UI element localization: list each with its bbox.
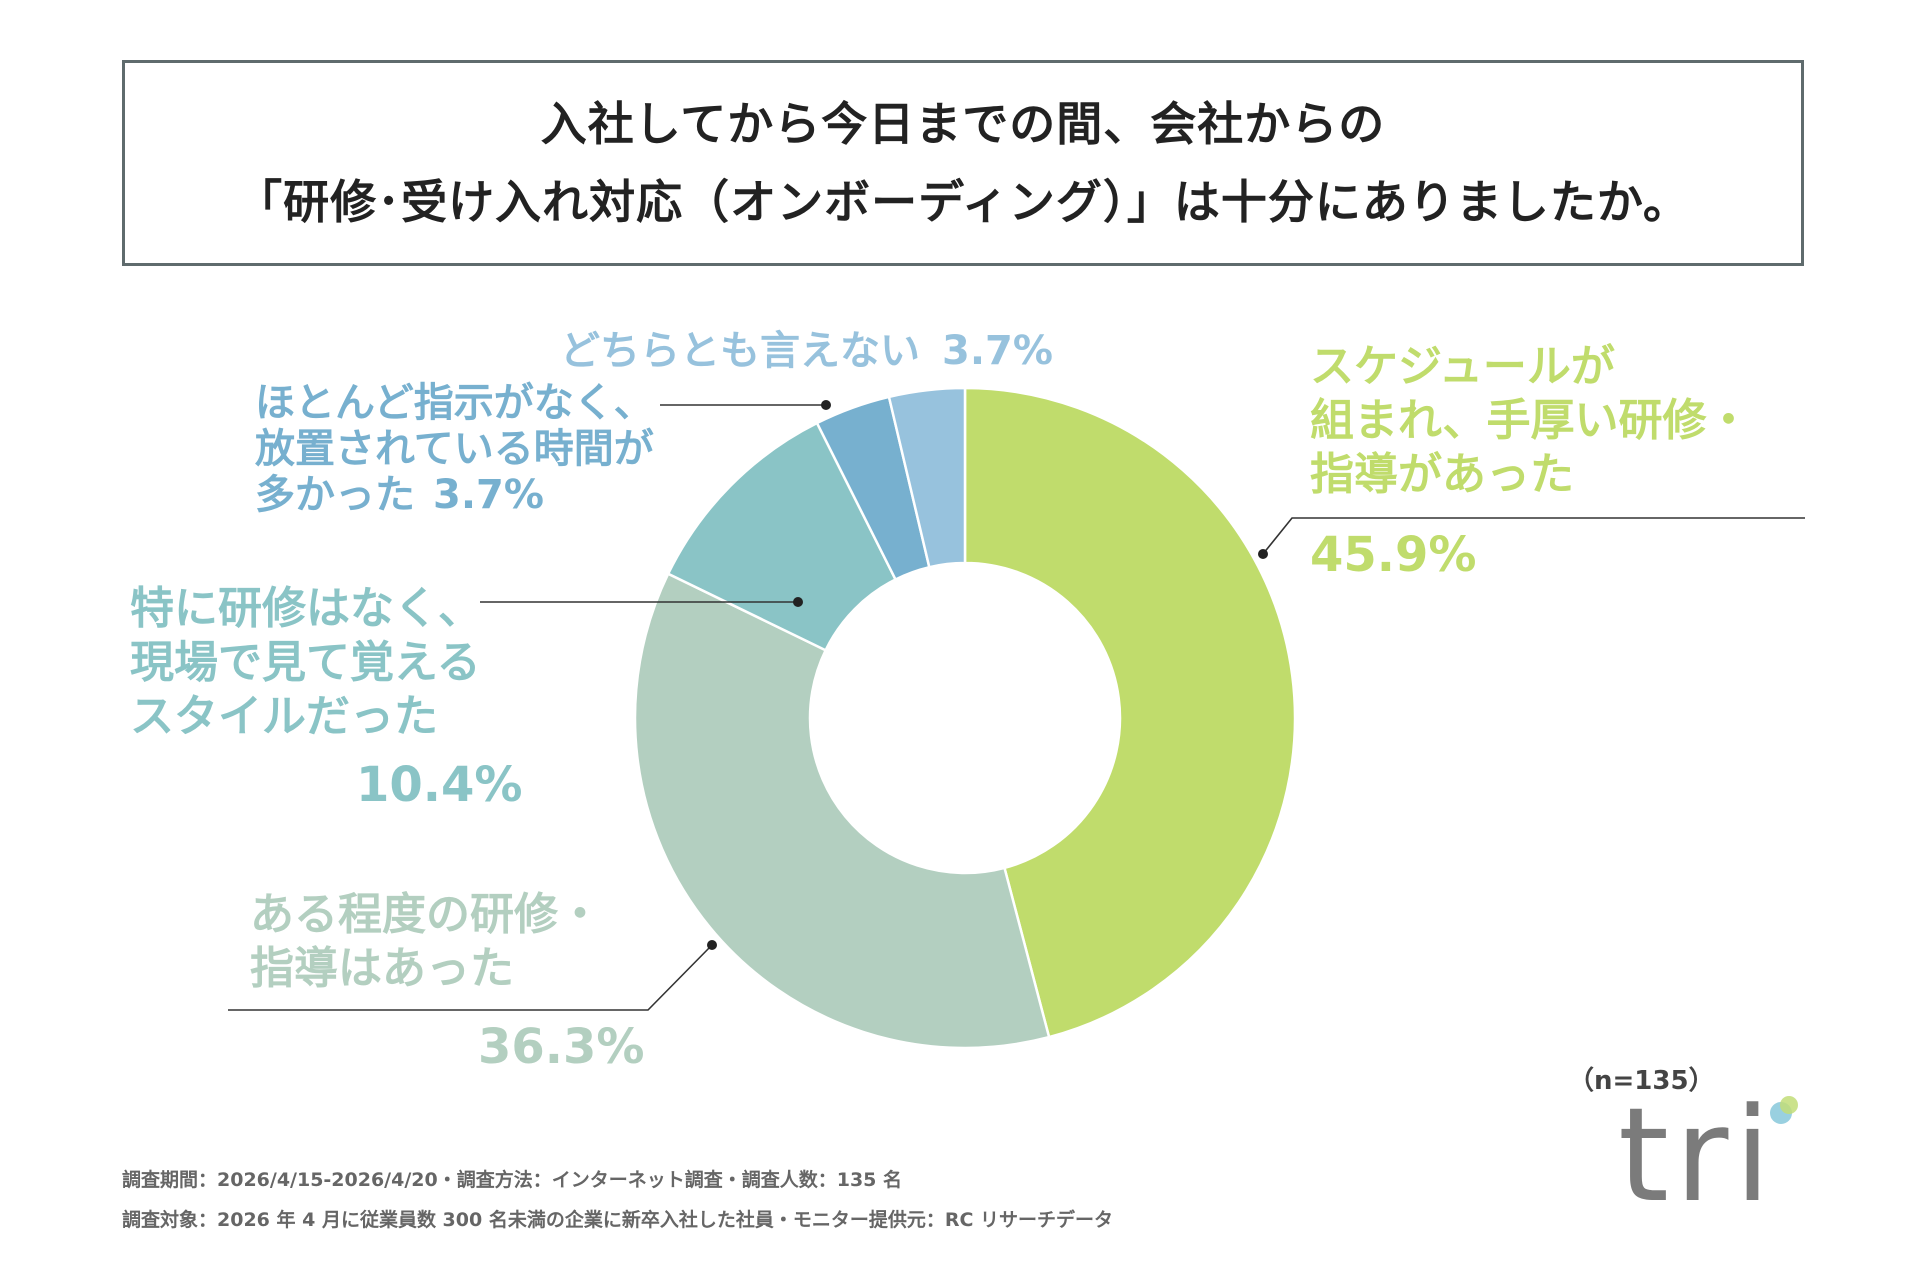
slice-label-line: 組まれ、手厚い研修・ bbox=[1310, 395, 1751, 446]
leader-line-neglected-dot bbox=[821, 400, 831, 410]
slice-label-line: スケジュールが bbox=[1310, 341, 1615, 392]
slice-label-schedule: スケジュールが 組まれ、手厚い研修・ 指導があった 45.9% bbox=[1310, 340, 1750, 582]
slice-label-some-training: ある程度の研修・ 指導はあった 36.3% bbox=[250, 888, 645, 1074]
slice-label-line: ほとんど指示がなく、 bbox=[255, 380, 654, 426]
sample-size-label: （n=135） bbox=[1568, 1066, 1715, 1096]
slice-percent-label: 45.9% bbox=[1310, 527, 1477, 583]
slice-on-the-job bbox=[666, 421, 898, 652]
survey-footnote: 調査期間：2026/4/15-2026/4/20・調査方法：インターネット調査・… bbox=[122, 1160, 1113, 1240]
footnote-line-1: 調査期間：2026/4/15-2026/4/20・調査方法：インターネット調査・… bbox=[122, 1169, 903, 1191]
slice-percent-label: 36.3% bbox=[478, 1019, 645, 1075]
leader-line-on-the-job-dot bbox=[793, 597, 803, 607]
chart-title-line-1: 入社してから今日までの間、会社からの bbox=[540, 97, 1386, 151]
chart-title-line-2: 「研修･受け入れ対応（オンボーディング）」は十分にありましたか。 bbox=[236, 175, 1690, 229]
leader-line-some-training bbox=[228, 944, 713, 1011]
leader-line-schedule bbox=[1262, 517, 1805, 555]
slice-percent-label: 3.7% bbox=[433, 472, 544, 518]
slice-label-line: 指導はあった bbox=[250, 943, 514, 994]
leader-line-schedule-dot bbox=[1258, 549, 1268, 559]
slice-label-line: 特に研修はなく、 bbox=[130, 583, 482, 634]
tri-logo-text: tri bbox=[1618, 1079, 1777, 1231]
slice-percent-label: 3.7% bbox=[942, 328, 1053, 374]
slice-label-line: どちらとも言えない bbox=[560, 328, 920, 374]
footnote-line-2: 調査対象：2026 年 4 月に従業員数 300 名未満の企業に新卒入社した社員… bbox=[122, 1209, 1114, 1231]
slice-neither bbox=[887, 386, 967, 569]
slice-schedule bbox=[963, 386, 1297, 1039]
slice-label-line: 現場で見て覚える bbox=[130, 637, 481, 688]
slice-label-neglected: ほとんど指示がなく、 放置されている時間が 多かった 3.7% bbox=[255, 380, 654, 518]
slice-percent-label: 10.4% bbox=[356, 757, 523, 813]
slice-label-line: 多かった bbox=[255, 472, 415, 518]
slice-label-line: 放置されている時間が bbox=[255, 426, 654, 472]
slice-label-on-the-job: 特に研修はなく、 現場で見て覚える スタイルだった 10.4% bbox=[130, 582, 523, 812]
slice-label-line: ある程度の研修・ bbox=[250, 889, 602, 940]
logo-dot-icon bbox=[1780, 1096, 1798, 1114]
slice-label-line: 多かった 3.7% bbox=[255, 472, 654, 518]
slice-label-line: 指導があった bbox=[1310, 449, 1574, 500]
leader-line-some-training-dot bbox=[707, 940, 717, 950]
chart-title-box: 入社してから今日までの間、会社からの 「研修･受け入れ対応（オンボーディング）」… bbox=[122, 60, 1804, 266]
slice-some-training bbox=[633, 572, 1051, 1050]
slice-label-neither: どちらとも言えない 3.7% bbox=[560, 328, 1053, 374]
slice-label-line: スタイルだった bbox=[130, 691, 438, 742]
